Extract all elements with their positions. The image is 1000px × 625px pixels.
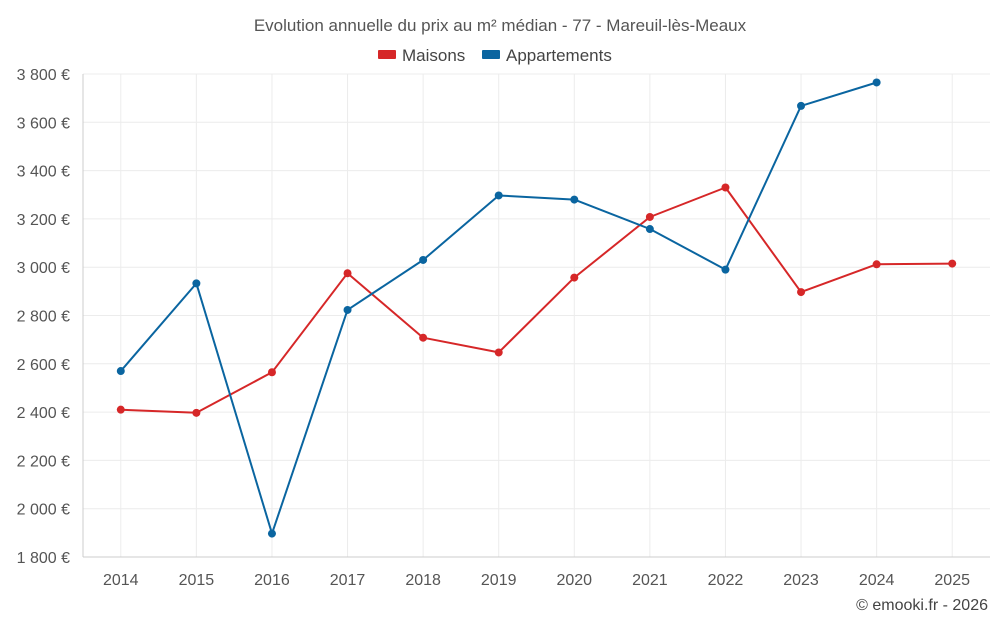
- x-tick-label: 2015: [179, 572, 215, 589]
- axes: 1 800 € 2 000 € 2 200 € 2 400 € 2 600 € 2 800…: [17, 67, 990, 589]
- y-tick-label: 3 000 €: [17, 260, 70, 277]
- y-tick-label: 2 000 €: [17, 502, 70, 519]
- data-point-maisons-2015[interactable]: [192, 408, 201, 417]
- y-tick-label: 3 800 €: [17, 67, 70, 84]
- data-point-maisons-2014[interactable]: [116, 405, 125, 414]
- data-point-appartements-2017[interactable]: [343, 305, 352, 314]
- y-tick-label: 3 600 €: [17, 115, 70, 132]
- data-point-appartements-2023[interactable]: [797, 101, 806, 110]
- y-tick-label: 2 600 €: [17, 357, 70, 374]
- data-point-appartements-2022[interactable]: [721, 265, 730, 274]
- series-maisons: [116, 183, 957, 417]
- data-point-appartements-2016[interactable]: [267, 529, 276, 538]
- data-point-appartements-2021[interactable]: [645, 225, 654, 234]
- data-point-appartements-2015[interactable]: [192, 279, 201, 288]
- chart-title: Evolution annuelle du prix au m² médian …: [254, 16, 747, 35]
- y-tick-label: 3 200 €: [17, 212, 70, 229]
- y-tick-label: 1 800 €: [17, 550, 70, 567]
- data-point-maisons-2016[interactable]: [267, 368, 276, 377]
- x-tick-label: 2019: [481, 572, 517, 589]
- series-appartements: [116, 78, 881, 538]
- legend-item-maisons[interactable]: Maisons: [378, 46, 465, 65]
- x-tick-label: 2016: [254, 572, 290, 589]
- legend: Maisons Appartements: [378, 46, 612, 65]
- legend-swatch-maisons: [378, 50, 396, 59]
- data-point-maisons-2022[interactable]: [721, 183, 730, 192]
- x-tick-label: 2014: [103, 572, 139, 589]
- x-tick-label: 2022: [708, 572, 744, 589]
- data-point-appartements-2014[interactable]: [116, 367, 125, 376]
- y-tick-label: 3 400 €: [17, 164, 70, 181]
- data-point-maisons-2021[interactable]: [645, 212, 654, 221]
- legend-item-appartements[interactable]: Appartements: [482, 46, 612, 65]
- x-tick-label: 2025: [934, 572, 970, 589]
- data-point-maisons-2018[interactable]: [419, 333, 428, 342]
- x-tick-label: 2018: [405, 572, 441, 589]
- series: [116, 78, 957, 538]
- x-tick-label: 2017: [330, 572, 366, 589]
- legend-label-appartements: Appartements: [506, 46, 612, 65]
- data-point-maisons-2019[interactable]: [494, 348, 503, 357]
- x-tick-label: 2024: [859, 572, 895, 589]
- series-line-maisons: [120, 186, 953, 414]
- legend-label-maisons: Maisons: [402, 46, 465, 65]
- data-point-appartements-2018[interactable]: [419, 255, 428, 264]
- y-tick-label: 2 200 €: [17, 453, 70, 470]
- data-point-maisons-2024[interactable]: [872, 260, 881, 269]
- data-point-maisons-2023[interactable]: [797, 288, 806, 297]
- legend-swatch-appartements: [482, 50, 500, 59]
- data-point-appartements-2020[interactable]: [570, 195, 579, 204]
- grid: [83, 73, 990, 558]
- data-point-maisons-2017[interactable]: [343, 269, 352, 278]
- y-tick-label: 2 400 €: [17, 405, 70, 422]
- data-point-maisons-2020[interactable]: [570, 273, 579, 282]
- y-tick-label: 2 800 €: [17, 309, 70, 326]
- x-tick-label: 2021: [632, 572, 668, 589]
- x-tick-label: 2020: [556, 572, 592, 589]
- x-tick-label: 2023: [783, 572, 819, 589]
- data-point-maisons-2025[interactable]: [948, 259, 957, 268]
- data-point-appartements-2024[interactable]: [872, 78, 881, 87]
- credit-text: © emooki.fr - 2026: [856, 597, 988, 614]
- data-point-appartements-2019[interactable]: [494, 191, 503, 200]
